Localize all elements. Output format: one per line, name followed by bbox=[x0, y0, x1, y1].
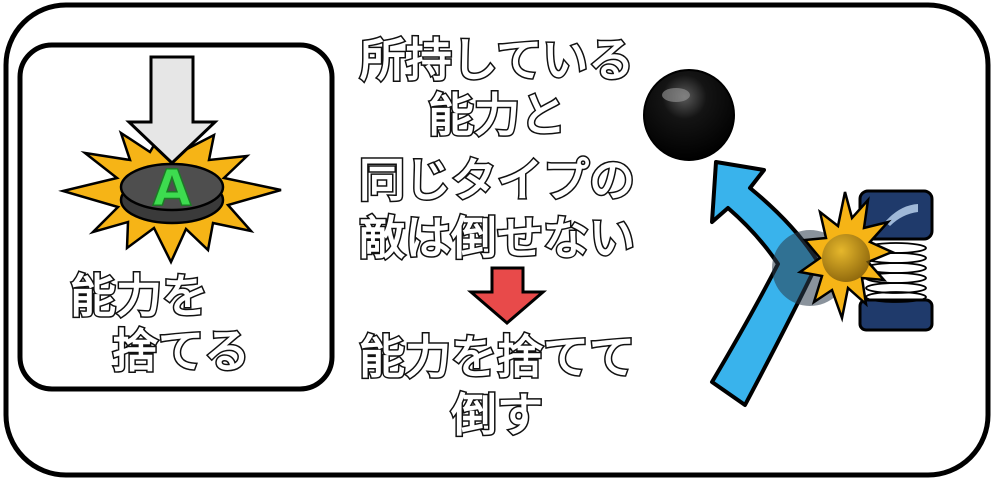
button-letter: A bbox=[153, 159, 192, 217]
result-line-2: 倒す bbox=[450, 388, 543, 442]
black-ball-icon bbox=[643, 69, 735, 161]
left-caption-line2: 捨てる bbox=[112, 324, 250, 378]
left-caption-line1: 能力を bbox=[70, 269, 208, 323]
red-down-arrow-icon bbox=[466, 266, 548, 325]
result-line-1: 能力を捨てて bbox=[359, 330, 635, 384]
condition-line-1: 所持している bbox=[360, 33, 635, 87]
ball-highlight bbox=[662, 88, 690, 102]
impact-orb-icon bbox=[822, 234, 870, 282]
condition-line-4: 敵は倒せない bbox=[359, 211, 635, 265]
spring-enemy-icon bbox=[858, 189, 934, 332]
condition-line-3: 同じタイプの bbox=[359, 153, 635, 207]
condition-line-2: 能力と bbox=[428, 88, 566, 142]
down-arrow-icon bbox=[125, 55, 219, 166]
